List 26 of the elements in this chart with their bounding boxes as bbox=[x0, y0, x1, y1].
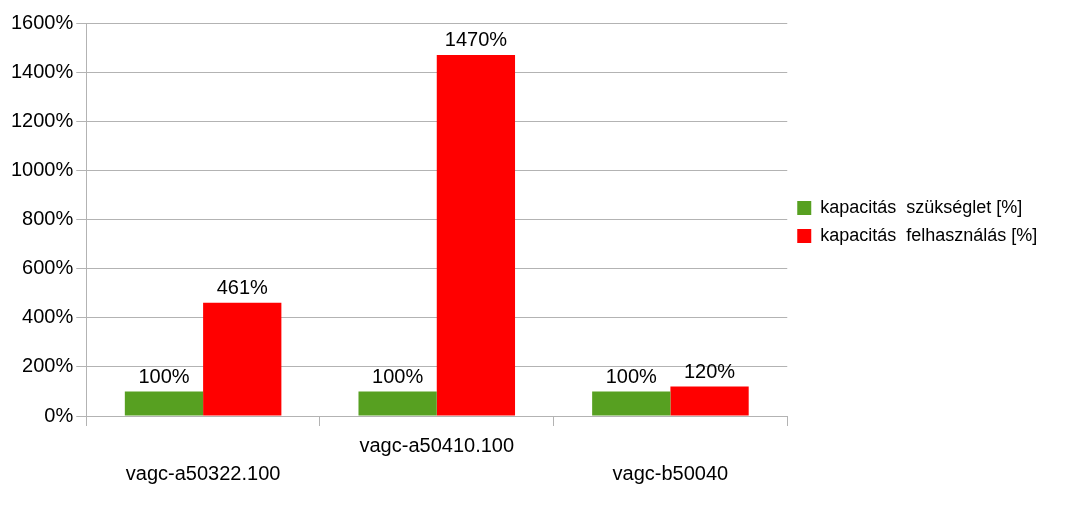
y-tick-label: 1600% bbox=[10, 10, 74, 33]
y-tick-label: 0% bbox=[44, 403, 74, 426]
data-label: 461% bbox=[216, 276, 269, 299]
data-label: 100% bbox=[605, 364, 658, 387]
y-tick-label: 200% bbox=[22, 354, 74, 377]
bar bbox=[670, 386, 749, 416]
x-tick-label: vagc-b50040 bbox=[612, 461, 729, 484]
data-label: 100% bbox=[138, 364, 190, 387]
data-label: 120% bbox=[683, 360, 736, 383]
data-label: 1470% bbox=[444, 28, 508, 51]
y-tick-label: 1200% bbox=[10, 108, 74, 131]
legend-label: kapacitás szükséglet [%] bbox=[820, 196, 1023, 217]
bar bbox=[358, 391, 437, 416]
bar bbox=[436, 54, 516, 416]
x-tick-label: vagc-a50322.100 bbox=[125, 461, 281, 484]
x-tick-label: vagc-a50410.100 bbox=[359, 433, 515, 456]
bar bbox=[124, 391, 204, 416]
y-tick-label: 1400% bbox=[10, 59, 74, 82]
y-tick-label: 600% bbox=[22, 256, 74, 279]
bar bbox=[203, 302, 282, 416]
y-tick-label: 1000% bbox=[10, 157, 74, 180]
bar bbox=[592, 391, 671, 416]
y-tick-label: 800% bbox=[22, 207, 74, 230]
data-label: 100% bbox=[372, 364, 424, 387]
legend-label: kapacitás felhasználás [%] bbox=[820, 224, 1038, 245]
y-tick-label: 400% bbox=[22, 305, 74, 328]
